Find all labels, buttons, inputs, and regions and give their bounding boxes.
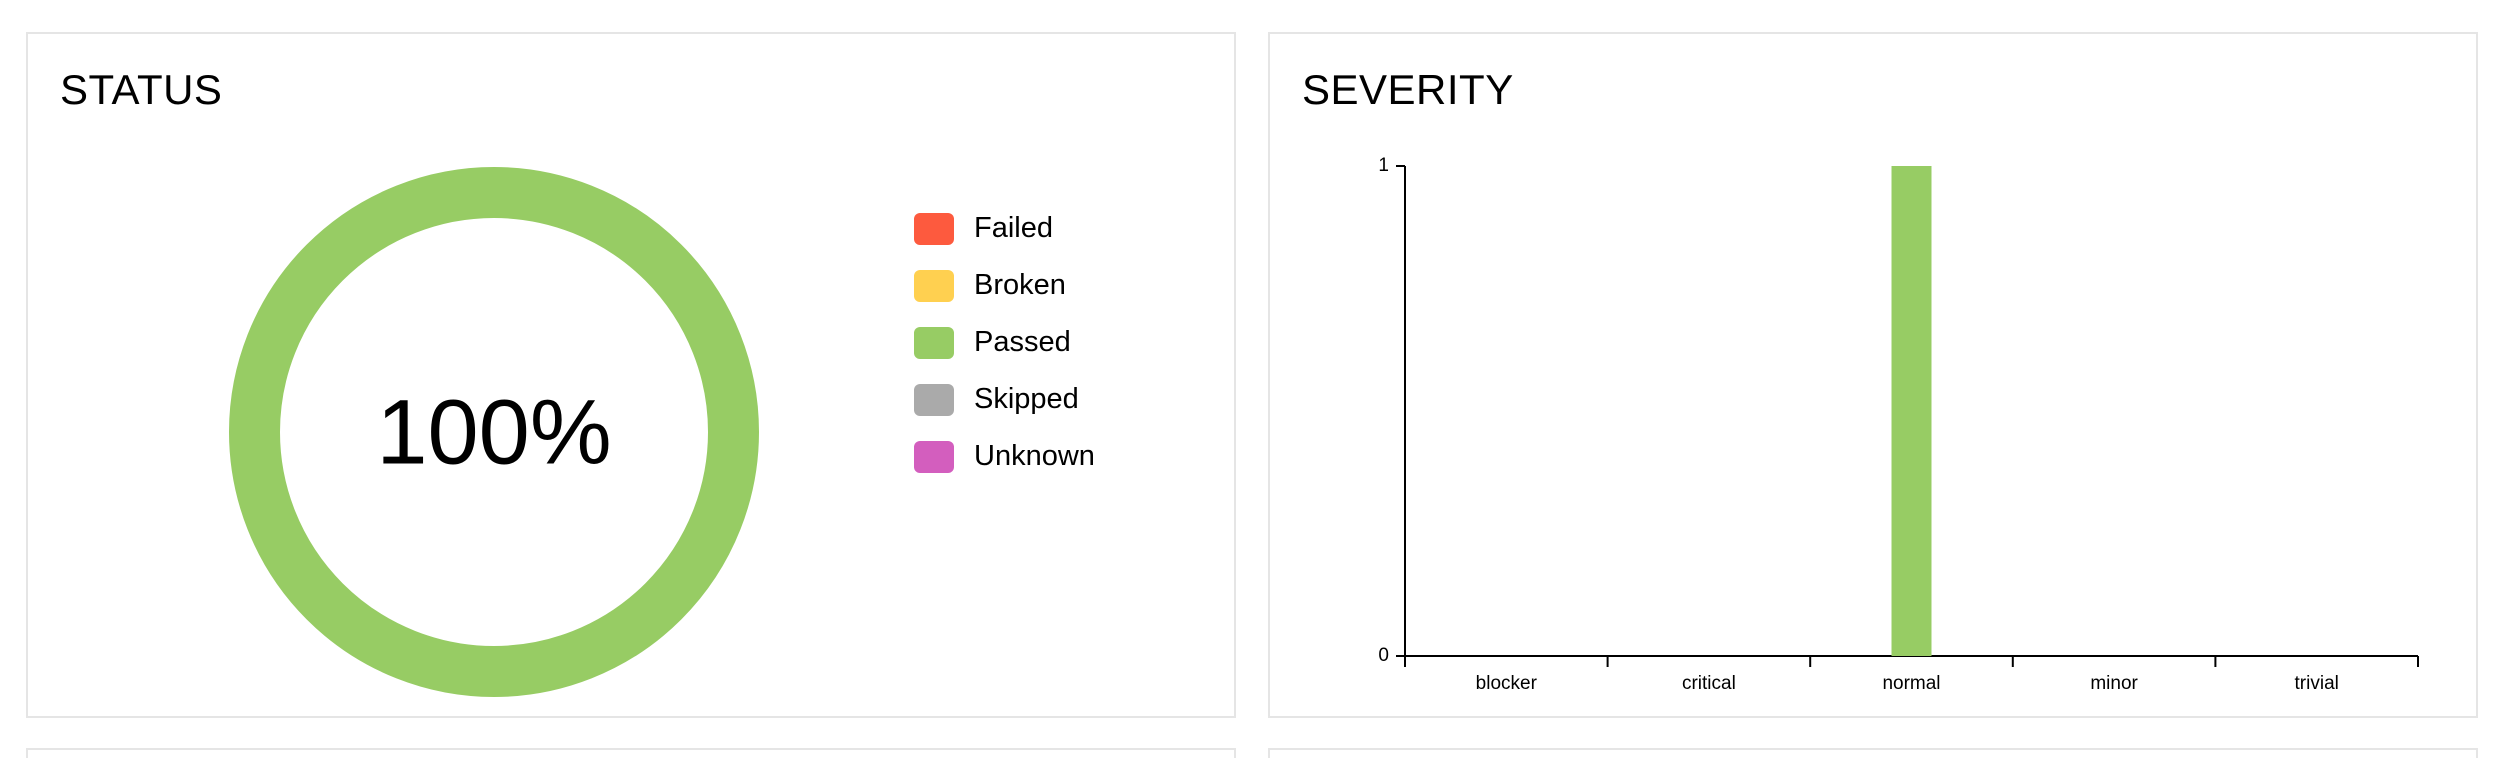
x-tick-label-minor: minor <box>2090 673 2138 694</box>
legend-item-passed[interactable]: Passed <box>914 314 1095 371</box>
legend-swatch-broken <box>914 269 954 302</box>
next-widget-left <box>26 748 1236 758</box>
x-tick-label-blocker: blocker <box>1476 673 1538 694</box>
legend-label-broken: Broken <box>974 269 1066 301</box>
legend-item-broken[interactable]: Broken <box>914 257 1095 314</box>
status-widget: STATUS 100% Failed Broken Passed Skipped <box>26 32 1236 718</box>
legend-label-unknown: Unknown <box>974 440 1095 472</box>
status-title: STATUS <box>60 66 223 113</box>
legend-label-failed: Failed <box>974 212 1053 244</box>
severity-title: SEVERITY <box>1302 66 1514 113</box>
legend-item-unknown[interactable]: Unknown <box>914 428 1095 485</box>
y-tick-label: 1 <box>1378 155 1389 176</box>
y-tick-label: 0 <box>1378 645 1389 666</box>
x-tick-label-critical: critical <box>1682 673 1736 694</box>
legend-swatch-skipped <box>914 383 954 416</box>
x-tick-label-trivial: trivial <box>2295 673 2339 694</box>
legend-label-skipped: Skipped <box>974 383 1079 415</box>
legend-label-passed: Passed <box>974 326 1071 358</box>
donut-slice-passed[interactable] <box>229 167 759 697</box>
legend-item-skipped[interactable]: Skipped <box>914 371 1095 428</box>
legend-swatch-failed <box>914 212 954 245</box>
severity-widget: SEVERITY 0 1 blocker critical normal minor tri… <box>1268 32 2478 718</box>
next-widget-right <box>1268 748 2478 758</box>
legend-swatch-unknown <box>914 440 954 473</box>
bar-normal[interactable] <box>1891 166 1932 656</box>
status-legend: Failed Broken Passed Skipped Unknown <box>914 200 1095 485</box>
x-tick-label-normal: normal <box>1882 673 1940 694</box>
severity-bar-chart: 0 1 blocker critical normal minor trivial <box>1378 155 2419 694</box>
status-center-label: 100% <box>376 381 611 483</box>
status-donut-chart: 100% <box>229 167 759 697</box>
legend-swatch-passed <box>914 326 954 359</box>
legend-item-failed[interactable]: Failed <box>914 200 1095 257</box>
